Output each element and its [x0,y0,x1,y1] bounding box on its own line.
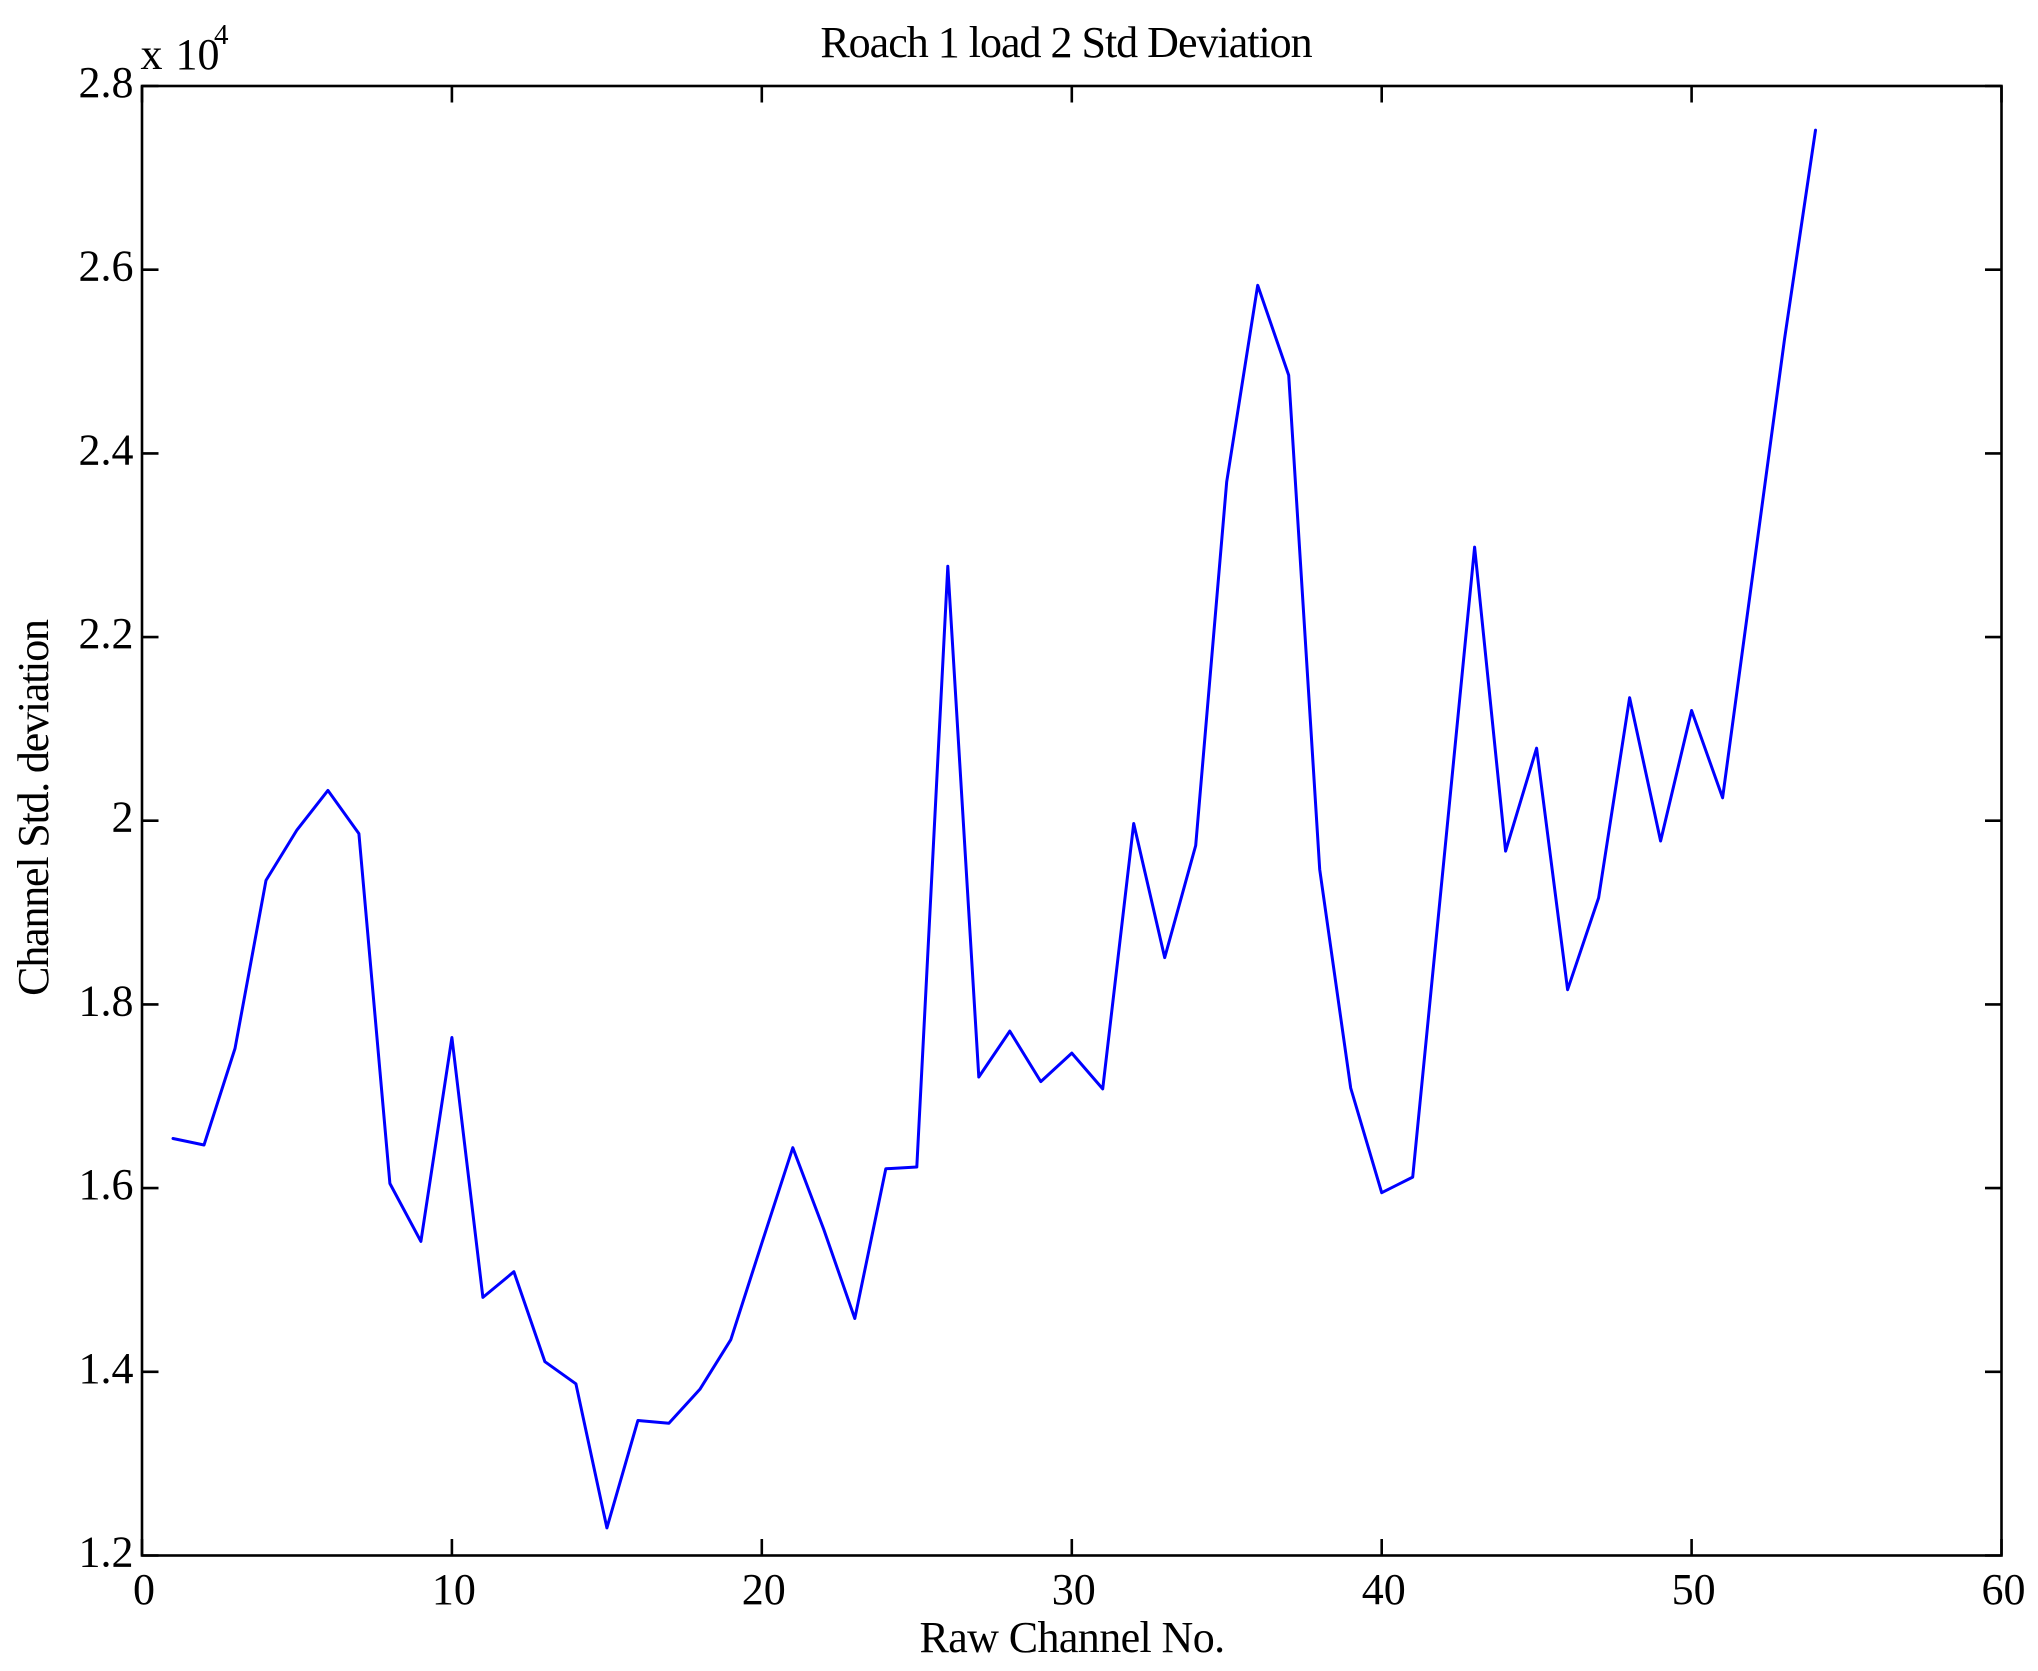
svg-text:50: 50 [1672,1565,1716,1614]
svg-text:2.2: 2.2 [79,609,134,658]
svg-text:40: 40 [1362,1565,1406,1614]
svg-text:Channel Std. deviation: Channel Std. deviation [9,619,58,996]
svg-text:2.4: 2.4 [79,425,134,474]
svg-text:1.2: 1.2 [79,1528,134,1577]
svg-text:Roach 1 load 2 Std Deviation: Roach 1 load 2 Std Deviation [820,18,1312,67]
svg-text:1.4: 1.4 [79,1344,134,1393]
svg-text:2.8: 2.8 [79,58,134,107]
svg-text:10: 10 [432,1565,476,1614]
svg-text:Raw Channel No.: Raw Channel No. [919,1613,1224,1662]
svg-text:0: 0 [133,1565,155,1614]
svg-text:1.8: 1.8 [79,976,134,1025]
svg-text:1.6: 1.6 [79,1160,134,1209]
svg-text:2.6: 2.6 [79,242,134,291]
svg-text:60: 60 [1982,1565,2026,1614]
svg-text:20: 20 [742,1565,786,1614]
svg-text:30: 30 [1052,1565,1096,1614]
svg-text:2: 2 [112,793,134,842]
